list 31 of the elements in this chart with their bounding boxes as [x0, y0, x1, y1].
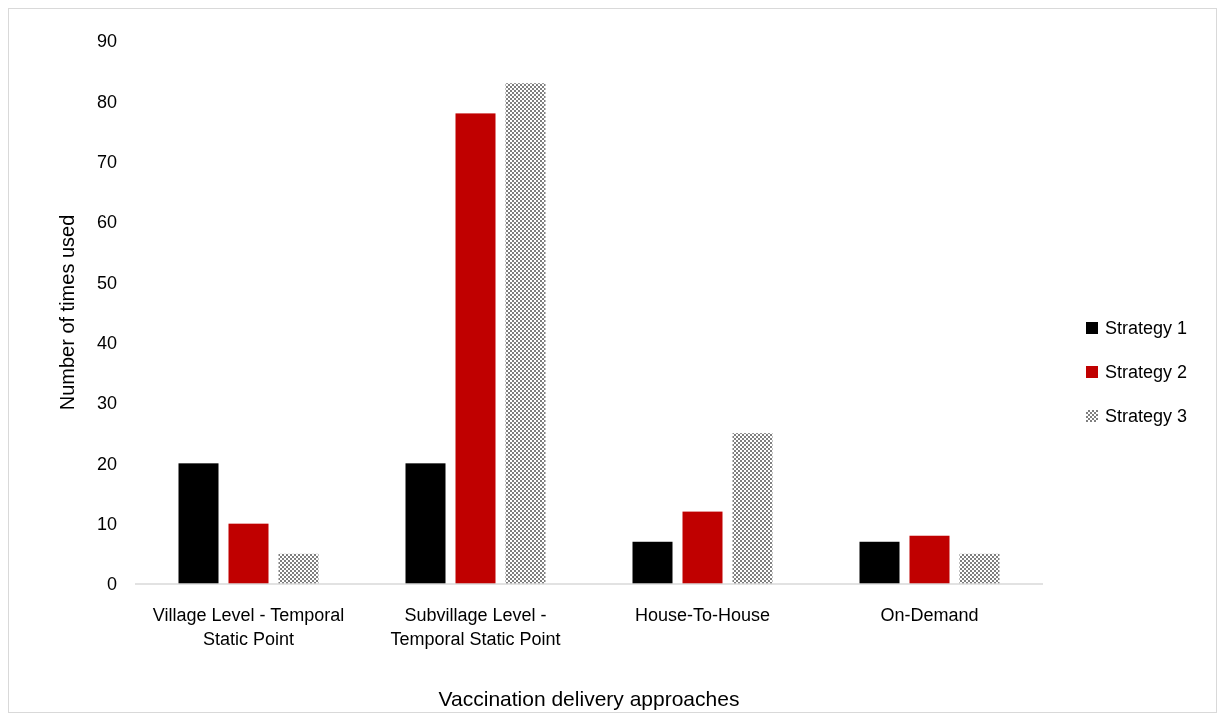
bar	[228, 523, 269, 584]
y-tick-label: 30	[96, 393, 117, 414]
x-tick-label: On-Demand	[880, 605, 979, 625]
bar	[632, 541, 673, 584]
y-tick-label: 0	[106, 574, 117, 595]
bar	[682, 511, 723, 584]
y-tick-label: 20	[96, 453, 117, 474]
legend-label: Strategy 3	[1105, 406, 1188, 427]
legend-label: Strategy 1	[1105, 318, 1188, 339]
legend-label: Strategy 2	[1105, 362, 1188, 383]
bar	[278, 553, 319, 584]
bar	[178, 463, 219, 584]
x-tick-label: Village Level - Temporal Static Point	[152, 605, 345, 649]
x-tick-label: Subvillage Level - Temporal Static Point	[390, 605, 561, 649]
bar	[405, 463, 446, 584]
y-tick-label: 80	[96, 91, 117, 112]
y-tick-label: 60	[96, 212, 117, 233]
bar	[909, 535, 950, 584]
x-tick-label: House-To-House	[634, 605, 771, 625]
x-axis-title: Vaccination delivery approaches	[438, 687, 740, 710]
y-axis-title: Number of times used	[56, 214, 78, 411]
y-tick-label: 10	[96, 513, 117, 534]
bar	[859, 541, 900, 584]
bar	[505, 83, 546, 584]
bar	[959, 553, 1000, 584]
bar	[732, 433, 773, 584]
y-tick-label: 40	[96, 332, 117, 353]
bar	[455, 113, 496, 584]
y-tick-label: 90	[96, 31, 117, 52]
y-tick-label: 70	[96, 151, 117, 172]
y-tick-label: 50	[96, 272, 117, 293]
